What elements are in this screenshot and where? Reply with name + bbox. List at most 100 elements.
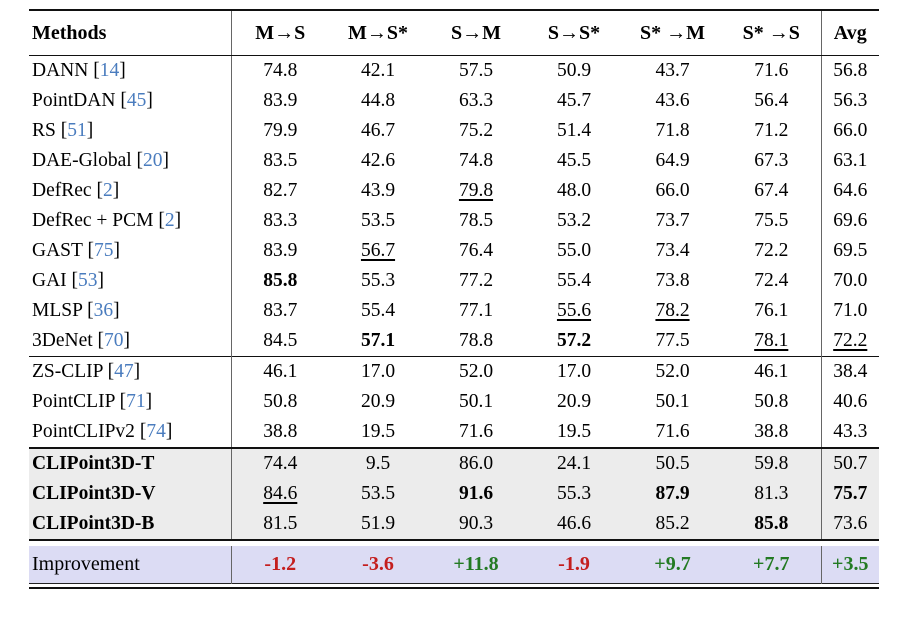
table-header: Methods M→S M→S* S→M S→S* S* →M S* →S Av… [29,9,879,56]
value-cell: 83.7 [230,296,329,326]
column-header-s-m: S→M [427,9,525,56]
value-cell: 52.0 [655,361,690,382]
value-cell: 77.5 [655,330,690,351]
value-cell: 51.9 [360,513,396,534]
value-cell: 77.2 [458,270,494,291]
value-cell: 19.5 [360,421,396,442]
value-cell: 74.4 [230,448,329,479]
method-cell: DefRec [2] [32,180,120,201]
method-cell: GAST [75] [32,240,120,261]
value-cell: 53.5 [360,210,396,231]
value-cell: 72.2 [754,240,789,261]
value-cell: 79.9 [230,116,329,146]
value-cell: 73.6 [820,509,879,540]
improvement-section: Improvement -1.2 -3.6 +11.8 -1.9 +9.7 +7.7 +3.5 [29,546,879,584]
method-cell: GAI [53] [32,270,105,291]
value-cell: 50.7 [820,448,879,479]
value-cell: 17.0 [556,361,592,382]
method-cell: RS [51] [32,120,94,141]
table-row: PointDAN [45] 83.9 44.8 63.3 45.7 43.6 56.4 56.… [29,86,879,116]
citation-link[interactable]: 75 [93,240,114,261]
citation-link[interactable]: 2 [102,180,113,201]
value-cell: 56.3 [820,86,879,116]
citation-link[interactable]: 47 [114,361,134,382]
column-header-s-star-m: S* →M [623,9,722,56]
value-cell: 17.0 [360,361,396,382]
improvement-value-cell: +3.5 [820,546,879,584]
value-cell: 55.3 [556,483,592,504]
column-header-s-star-s: S* →S [722,9,821,56]
column-header-m-s-star: M→S* [329,9,427,56]
citation-link[interactable]: 36 [93,300,114,321]
value-cell: 74.8 [230,55,329,86]
value-cell: 73.7 [655,210,690,231]
method-cell: PointCLIP [71] [32,391,153,412]
table-row: CLIPoint3D-V 84.6 53.5 91.6 55.3 87.9 81.3 75.7 [29,479,879,509]
value-cell: 76.4 [458,240,494,261]
value-cell: 19.5 [556,421,592,442]
results-table: Methods M→S M→S* S→M S→S* S* →M S* →S Av… [29,9,879,584]
header-row: Methods M→S M→S* S→M S→S* S* →M S* →S Av… [29,9,879,56]
improvement-label: Improvement [32,553,140,575]
table-row: MLSP [36] 83.7 55.4 77.1 55.6 78.2 76.1 71.0 [29,296,879,326]
value-cell: 43.6 [655,90,690,111]
method-cell: CLIPoint3D-T [32,453,155,474]
value-cell: 75.5 [754,210,789,231]
table-row: RS [51] 79.9 46.7 75.2 51.4 71.8 71.2 66.0 [29,116,879,146]
value-cell: 55.4 [556,270,592,291]
value-cell: 24.1 [556,453,592,474]
value-cell: 52.0 [458,361,494,382]
value-cell: 53.2 [556,210,592,231]
value-cell: 55.4 [360,300,396,321]
value-cell: 59.8 [754,453,789,474]
value-cell: 73.4 [655,240,690,261]
value-cell: 71.8 [655,120,690,141]
value-cell: 91.6 [458,483,494,504]
value-cell: 69.6 [820,206,879,236]
citation-link[interactable]: 45 [126,90,147,111]
value-cell: 50.1 [655,391,690,412]
value-cell: 44.8 [360,90,396,111]
value-cell: 75.2 [458,120,494,141]
value-cell: 55.6 [556,300,592,321]
table-row: PointCLIPv2 [74] 38.8 19.5 71.6 19.5 71.6 38.8… [29,417,879,448]
value-cell: 42.6 [360,150,396,171]
citation-link[interactable]: 74 [146,421,166,442]
value-cell: 85.8 [230,266,329,296]
citation-link[interactable]: 53 [78,270,98,291]
method-cell: DefRec + PCM [2] [32,210,182,231]
value-cell: 40.6 [820,387,879,417]
value-cell: 50.8 [754,391,789,412]
value-cell: 50.9 [556,60,592,81]
citation-link[interactable]: 2 [164,210,175,231]
value-cell: 67.4 [754,180,789,201]
citation-link[interactable]: 70 [104,330,124,351]
value-cell: 43.7 [655,60,690,81]
value-cell: 50.5 [655,453,690,474]
column-header-methods: Methods [29,9,231,56]
method-cell: ZS-CLIP [47] [32,361,141,382]
value-cell: 20.9 [360,391,396,412]
value-cell: 45.5 [556,150,592,171]
citation-link[interactable]: 20 [143,150,163,171]
improvement-row: Improvement -1.2 -3.6 +11.8 -1.9 +9.7 +7.7 +3.5 [29,546,879,584]
method-cell: 3DeNet [70] [32,330,131,351]
value-cell: 71.0 [820,296,879,326]
citation-link[interactable]: 71 [126,391,146,412]
value-cell: 74.8 [458,150,494,171]
value-cell: 83.3 [230,206,329,236]
value-cell: 9.5 [365,453,391,474]
value-cell: 84.5 [230,326,329,357]
value-cell: 85.8 [754,513,789,534]
value-cell: 69.5 [820,236,879,266]
value-cell: 50.8 [230,387,329,417]
column-header-avg: Avg [820,9,879,56]
citation-link[interactable]: 14 [99,60,120,81]
column-header-m-s: M→S [230,9,329,56]
value-cell: 66.0 [820,116,879,146]
section-divider [29,540,879,546]
value-cell: 78.8 [458,330,494,351]
citation-link[interactable]: 51 [67,120,87,141]
value-cell: 67.3 [754,150,789,171]
value-cell: 38.8 [754,421,789,442]
